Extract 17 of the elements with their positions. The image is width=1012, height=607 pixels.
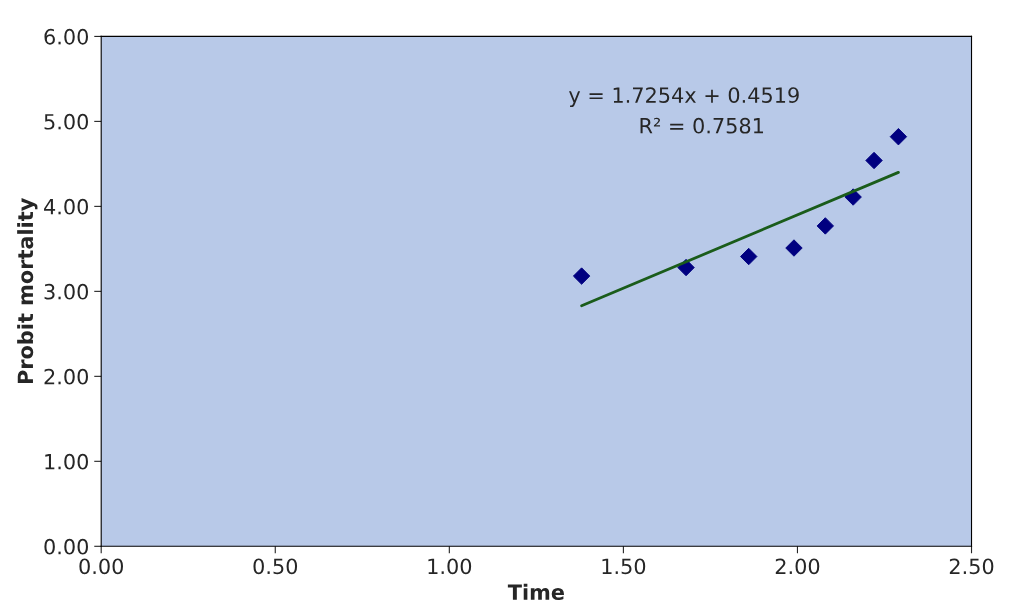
annotation: y = 1.7254x + 0.4519 bbox=[569, 87, 799, 108]
x-tick-label: 0.50 bbox=[253, 558, 298, 575]
y-tick-label: 2.00 bbox=[44, 368, 89, 385]
y-tick-label: 4.00 bbox=[44, 198, 89, 215]
x-tick-label: 2.00 bbox=[775, 558, 820, 575]
x-tick-label: 0.00 bbox=[79, 558, 124, 575]
y-tick-label: 3.00 bbox=[44, 283, 89, 300]
y-tick-label: 0.00 bbox=[44, 538, 89, 555]
x-axis-title: Time bbox=[507, 583, 564, 600]
annotation: R² = 0.7581 bbox=[640, 117, 764, 134]
y-tick-label: 1.00 bbox=[45, 453, 89, 470]
y-axis-title: Probit mortality bbox=[17, 198, 38, 384]
x-tick-label: 1.50 bbox=[602, 558, 646, 575]
y-tick-label: 5.00 bbox=[44, 113, 89, 130]
x-tick-label: 2.50 bbox=[949, 558, 994, 575]
y-tick-label: 6.00 bbox=[44, 28, 89, 45]
x-tick-label: 1.00 bbox=[428, 558, 472, 575]
